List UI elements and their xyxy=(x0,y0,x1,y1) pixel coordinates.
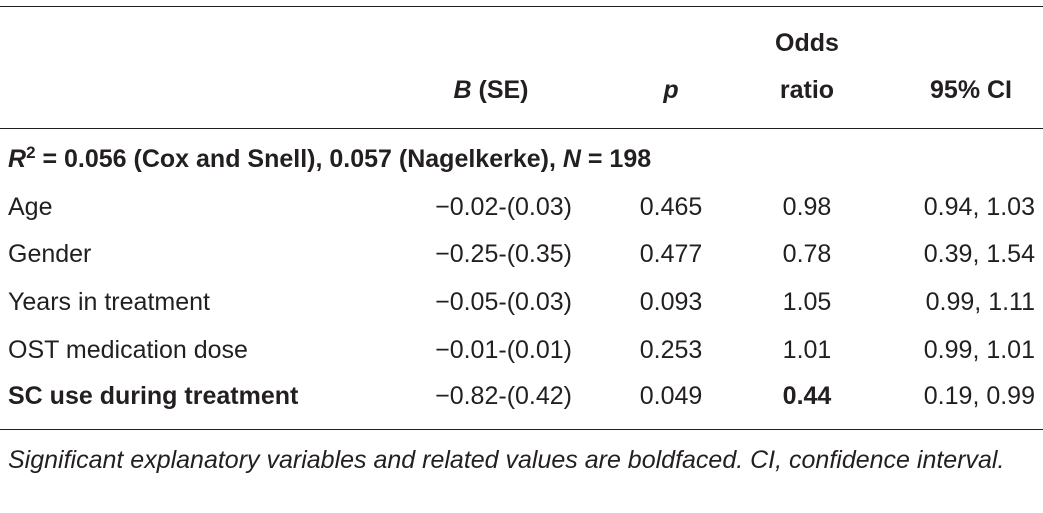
row-sc-use-or: 0.44 xyxy=(782,382,832,410)
row-ost-variable: OST medication dose xyxy=(8,336,248,364)
model-stats-line: R2 = 0.056 (Cox and Snell), 0.057 (Nagel… xyxy=(8,143,652,173)
row-gender-or: 0.78 xyxy=(782,240,832,268)
row-age-p: 0.465 xyxy=(639,193,703,221)
header-ci: 95% CI xyxy=(930,76,1012,104)
row-ost-ci: 0.99, 1.01 xyxy=(923,336,1035,364)
row-years-p: 0.093 xyxy=(639,288,703,316)
row-ost-p: 0.253 xyxy=(639,336,703,364)
row-sc-use-p: 0.049 xyxy=(639,382,703,410)
row-years-variable: Years in treatment xyxy=(8,288,210,316)
header-b-se: B (SE) xyxy=(453,76,529,104)
row-age-or: 0.98 xyxy=(782,193,832,221)
table-footnote: Significant explanatory variables and re… xyxy=(8,446,1005,474)
row-years-b-se: −0.05-(0.03) xyxy=(435,288,572,316)
row-sc-use-ci: 0.19, 0.99 xyxy=(923,382,1035,410)
row-gender-variable: Gender xyxy=(8,240,92,268)
row-gender-ci: 0.39, 1.54 xyxy=(923,240,1035,268)
row-ost-b-se: −0.01-(0.01) xyxy=(435,336,572,364)
row-gender-b-se: −0.25-(0.35) xyxy=(435,240,572,268)
row-gender-p: 0.477 xyxy=(639,240,703,268)
row-age-variable: Age xyxy=(8,193,53,221)
row-sc-use-variable: SC use during treatment xyxy=(8,382,299,410)
table-top-rule xyxy=(0,6,1043,7)
row-sc-use-b-se: −0.82-(0.42) xyxy=(435,382,572,410)
table-bottom-rule xyxy=(0,429,1043,430)
row-age-ci: 0.94, 1.03 xyxy=(923,193,1035,221)
header-p: p xyxy=(663,76,679,104)
row-years-ci: 0.99, 1.11 xyxy=(925,288,1035,316)
header-odds-line2: ratio xyxy=(779,76,835,104)
header-bottom-rule xyxy=(0,128,1043,129)
row-years-or: 1.05 xyxy=(782,288,832,316)
header-odds-line1: Odds xyxy=(775,29,839,57)
row-ost-or: 1.01 xyxy=(782,336,832,364)
row-age-b-se: −0.02-(0.03) xyxy=(435,193,572,221)
